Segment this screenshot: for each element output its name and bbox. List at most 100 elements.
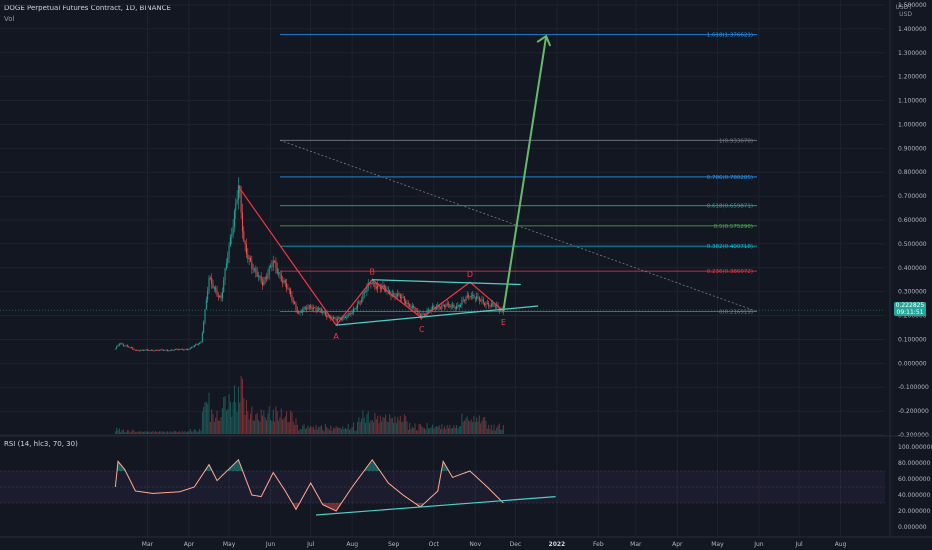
candle-body bbox=[176, 349, 178, 350]
candle-body bbox=[177, 349, 179, 351]
volume-bar bbox=[438, 425, 440, 434]
candle-body bbox=[284, 280, 286, 284]
candle-body bbox=[245, 244, 247, 255]
candle-body bbox=[204, 309, 206, 323]
rsi-overbought-fill bbox=[367, 465, 369, 471]
volume-bar bbox=[124, 432, 126, 434]
volume-bar bbox=[353, 422, 355, 434]
pattern-point-label: B bbox=[369, 268, 375, 277]
candle-body bbox=[164, 349, 166, 351]
candle-body bbox=[444, 304, 445, 307]
candle-body bbox=[318, 308, 320, 310]
volume-bar bbox=[456, 424, 458, 434]
candle-body bbox=[472, 295, 474, 296]
candle-body bbox=[461, 300, 463, 305]
x-tick-label: Feb bbox=[593, 541, 604, 548]
volume-bar bbox=[336, 427, 338, 434]
volume-bar bbox=[359, 422, 361, 434]
candle-body bbox=[295, 303, 297, 310]
candle-body bbox=[228, 245, 230, 258]
volume-bar bbox=[415, 430, 417, 434]
candle-body bbox=[371, 282, 373, 285]
volume-bar bbox=[363, 417, 365, 434]
candle-body bbox=[481, 299, 483, 301]
volume-bar bbox=[149, 431, 151, 434]
y-tick-label: 0.300000 bbox=[898, 289, 927, 296]
candle-body bbox=[327, 315, 329, 318]
volume-bar bbox=[254, 420, 256, 434]
candle-body bbox=[279, 272, 281, 275]
volume-bar bbox=[430, 427, 432, 434]
volume-bar bbox=[323, 431, 325, 434]
candle-body bbox=[254, 268, 256, 270]
rsi-oversold-fill bbox=[336, 503, 339, 509]
volume-bar bbox=[437, 426, 439, 434]
candle-body bbox=[303, 307, 305, 311]
candle-body bbox=[161, 349, 163, 351]
candle-body bbox=[148, 350, 150, 351]
candle-body bbox=[498, 307, 500, 311]
candle-body bbox=[315, 307, 317, 311]
volume-bar bbox=[227, 409, 229, 434]
volume-bar bbox=[453, 425, 455, 434]
candle-body bbox=[165, 349, 167, 351]
candle-body bbox=[193, 345, 195, 347]
volume-bar bbox=[335, 426, 337, 434]
volume-bar bbox=[343, 429, 345, 434]
volume-bar bbox=[241, 378, 243, 434]
volume-bar bbox=[469, 421, 471, 434]
volume-bar bbox=[340, 429, 342, 434]
rsi-overbought-fill bbox=[368, 463, 371, 471]
volume-bar bbox=[385, 414, 387, 434]
candle-body bbox=[361, 300, 363, 303]
volume-bar bbox=[338, 427, 340, 434]
candle-body bbox=[413, 306, 415, 308]
candle-body bbox=[129, 347, 131, 349]
volume-bar bbox=[201, 411, 203, 434]
volume-bar bbox=[272, 409, 274, 434]
rsi-overbought-fill bbox=[374, 463, 376, 471]
candle-body bbox=[153, 350, 155, 352]
volume-bar bbox=[248, 419, 250, 434]
rsi-oversold-fill bbox=[417, 503, 419, 506]
volume-bar bbox=[161, 431, 163, 434]
candle-body bbox=[423, 313, 425, 315]
candle-body bbox=[291, 295, 293, 301]
candle-body bbox=[401, 297, 403, 299]
volume-bar bbox=[326, 427, 328, 434]
volume-bar bbox=[426, 423, 428, 434]
volume-bar bbox=[307, 425, 309, 434]
volume-bar bbox=[473, 416, 475, 434]
rsi-oversold-fill bbox=[326, 503, 328, 507]
volume-bar bbox=[374, 412, 376, 434]
candle-body bbox=[465, 298, 467, 301]
candle-body bbox=[232, 226, 234, 235]
volume-bar bbox=[316, 429, 318, 434]
candle-body bbox=[365, 291, 367, 293]
volume-bar bbox=[387, 422, 389, 434]
rsi-y-tick-label: 60.000000 bbox=[898, 476, 931, 483]
currency-label[interactable]: USDT USD bbox=[896, 4, 913, 18]
candle-body bbox=[489, 305, 491, 307]
volume-bar bbox=[466, 416, 468, 434]
rsi-overbought-fill bbox=[121, 466, 123, 471]
volume-bar bbox=[425, 429, 427, 434]
x-tick-label: Mar bbox=[142, 541, 154, 548]
candle-body bbox=[482, 299, 484, 303]
volume-bar bbox=[134, 432, 136, 434]
candle-body bbox=[452, 304, 454, 307]
candle-body bbox=[216, 290, 218, 296]
rsi-oversold-fill bbox=[334, 503, 336, 511]
volume-bar bbox=[130, 431, 132, 434]
candle-body bbox=[188, 349, 190, 350]
volume-bar bbox=[311, 427, 313, 434]
candle-body bbox=[460, 304, 462, 308]
rsi-overbought-fill bbox=[364, 468, 367, 471]
x-tick-label: Jun bbox=[265, 541, 276, 548]
volume-bar bbox=[488, 424, 490, 434]
candle-body bbox=[268, 267, 270, 275]
candle-body bbox=[473, 295, 475, 299]
candle-body bbox=[134, 349, 136, 351]
candle-body bbox=[219, 295, 221, 297]
